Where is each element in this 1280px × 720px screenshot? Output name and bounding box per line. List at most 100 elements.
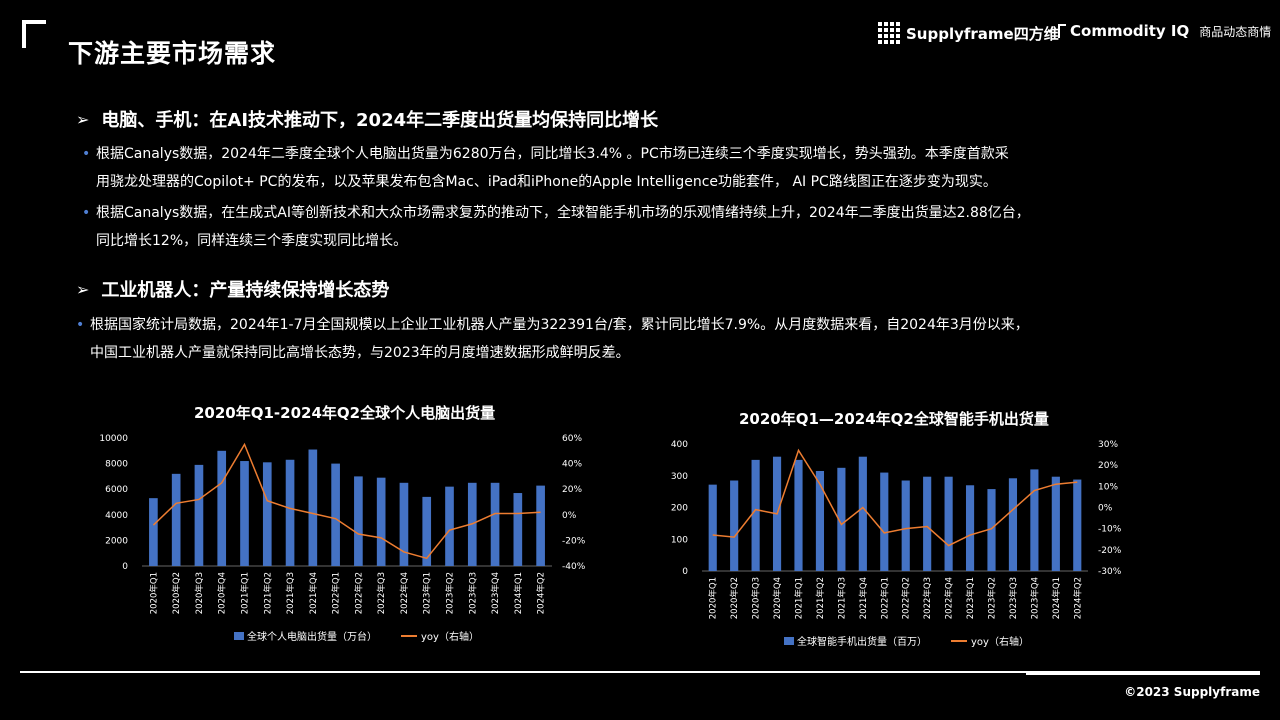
- y2-tick-label: -10%: [1098, 525, 1122, 535]
- bracket-icon: [1058, 24, 1066, 38]
- bar: [536, 485, 545, 566]
- x-tick-label: 2020年Q2: [729, 577, 740, 619]
- y2-tick-label: -20%: [1098, 546, 1122, 556]
- supplyframe-logo-text: Supplyframe四方维: [906, 24, 1059, 43]
- commodity-iq-subtitle: 商品动态商情: [1199, 24, 1272, 39]
- x-tick-label: 2021年Q1: [794, 577, 805, 619]
- footer-divider-accent: [1026, 673, 1260, 675]
- bar: [1051, 476, 1060, 571]
- x-tick-label: 2021年Q2: [815, 577, 826, 619]
- bar: [1030, 469, 1039, 571]
- y2-tick-label: -40%: [562, 562, 586, 572]
- x-tick-label: 2023年Q4: [1029, 577, 1040, 619]
- bar: [262, 462, 272, 566]
- bar: [399, 482, 409, 566]
- bullet-line: 同比增长12%，同样连续三个季度实现同比增长。: [96, 233, 408, 249]
- chart-legend: 全球智能手机出货量（百万） yoy（右轴）: [784, 633, 1029, 648]
- y2-tick-label: 30%: [1098, 440, 1118, 450]
- x-tick-label: 2021年Q4: [858, 577, 869, 619]
- x-tick-label: 2022年Q1: [331, 572, 342, 614]
- bar: [708, 484, 717, 571]
- bar: [837, 467, 846, 571]
- section-heading-text: 工业机器人：产量持续保持增长态势: [101, 280, 390, 301]
- bar: [376, 477, 386, 566]
- x-tick-label: 2021年Q1: [240, 572, 251, 614]
- corner-mark: [22, 20, 46, 48]
- supplyframe-grid-icon: [878, 22, 900, 44]
- legend-line-label: yoy（右轴）: [971, 637, 1029, 648]
- legend-line-swatch: [401, 634, 417, 637]
- y-tick-label: 10000: [100, 434, 128, 444]
- bar: [490, 482, 500, 566]
- y2-tick-label: -30%: [1098, 567, 1122, 577]
- y2-tick-label: 0%: [1098, 504, 1113, 514]
- y2-tick-label: 20%: [1098, 461, 1118, 471]
- chart-title-phone: 2020年Q1—2024年Q2全球智能手机出货量: [739, 410, 1049, 428]
- bullet-dot-icon: •: [76, 317, 85, 333]
- bar: [331, 463, 340, 566]
- page-title: 下游主要市场需求: [68, 39, 277, 68]
- x-tick-label: 2023年Q4: [490, 572, 501, 614]
- section-heading-text: 电脑、手机：在AI技术推动下，2024年二季度出货量均保持同比增长: [101, 110, 659, 131]
- commodity-iq-logo: Commodity IQ 商品动态商情: [1058, 22, 1271, 40]
- bar: [751, 459, 760, 571]
- y2-tick-label: 60%: [562, 434, 582, 444]
- y-tick-label: 6000: [105, 485, 128, 495]
- y-tick-label: 200: [671, 504, 688, 514]
- x-tick-label: 2020年Q1: [148, 572, 159, 614]
- smartphone-shipments-chart: 0 100 200 300 400 -30% -20% -10% 0% 10% 20% 30% 2020…: [671, 440, 1122, 619]
- x-tick-label: 2020年Q1: [708, 577, 719, 619]
- bar: [987, 489, 996, 571]
- x-tick-label: 2022年Q4: [399, 572, 410, 614]
- chart-title-pc: 2020年Q1-2024年Q2全球个人电脑出货量: [194, 404, 496, 422]
- bar: [944, 476, 953, 571]
- y2-tick-label: 20%: [562, 485, 582, 495]
- y-tick-label: 0: [122, 562, 128, 572]
- bullet-line: 根据Canalys数据，在生成式AI等创新技术和大众市场需求复苏的推动下，全球智…: [96, 205, 1030, 221]
- x-tick-label: 2021年Q3: [836, 577, 847, 619]
- copyright-text: ©2023 Supplyframe: [1124, 685, 1260, 699]
- arrow-bullet-icon: ➢: [76, 109, 90, 129]
- x-tick-label: 2024年Q2: [1072, 577, 1083, 619]
- y-tick-label: 100: [671, 535, 688, 545]
- x-tick-label: 2020年Q3: [751, 577, 762, 619]
- x-tick-label: 2023年Q2: [987, 577, 998, 619]
- legend-bar-label: 全球智能手机出货量（百万）: [797, 637, 927, 648]
- x-tick-label: 2023年Q1: [422, 572, 433, 614]
- y-tick-label: 0: [682, 567, 688, 577]
- bullet-line: 根据Canalys数据，2024年二季度全球个人电脑出货量为6280万台，同比增…: [96, 146, 1009, 162]
- x-tick-label: 2022年Q3: [376, 572, 387, 614]
- legend-line-label: yoy（右轴）: [421, 632, 479, 643]
- bar: [965, 485, 975, 571]
- bar: [194, 464, 204, 566]
- footer-divider: [20, 671, 1260, 673]
- bar: [901, 480, 910, 571]
- x-tick-label: 2022年Q2: [353, 572, 364, 614]
- y2-tick-label: 10%: [1098, 482, 1118, 492]
- y-tick-label: 4000: [105, 511, 128, 521]
- y-tick-label: 400: [671, 440, 688, 450]
- bar: [923, 476, 932, 571]
- bar: [513, 493, 523, 566]
- chart-legend: 全球个人电脑出货量（万台） yoy（右轴）: [234, 628, 479, 643]
- y2-tick-label: 40%: [562, 460, 582, 470]
- y2-tick-label: 0%: [562, 511, 577, 521]
- bullet-dot-icon: •: [82, 205, 91, 221]
- x-tick-label: 2023年Q3: [467, 572, 478, 614]
- bullet-line: 用骁龙处理器的Copilot+ PC的发布，以及苹果发布包含Mac、iPad和i…: [96, 174, 997, 190]
- bar: [1073, 479, 1082, 571]
- x-tick-label: 2020年Q4: [772, 577, 783, 619]
- bar: [730, 480, 739, 571]
- supplyframe-logo: Supplyframe四方维: [878, 22, 1059, 44]
- bullet-item: • 根据Canalys数据，在生成式AI等创新技术和大众市场需求复苏的推动下，全…: [82, 199, 1030, 255]
- bar: [880, 472, 889, 571]
- x-tick-label: 2021年Q2: [262, 572, 273, 614]
- section-heading: ➢ 工业机器人：产量持续保持增长态势: [76, 276, 389, 302]
- bullet-dot-icon: •: [82, 146, 91, 162]
- bar: [794, 459, 803, 571]
- x-tick-label: 2023年Q1: [965, 577, 976, 619]
- bar: [149, 498, 158, 566]
- bar: [240, 461, 249, 566]
- yoy-line: [152, 442, 541, 560]
- section-heading: ➢ 电脑、手机：在AI技术推动下，2024年二季度出货量均保持同比增长: [76, 106, 658, 132]
